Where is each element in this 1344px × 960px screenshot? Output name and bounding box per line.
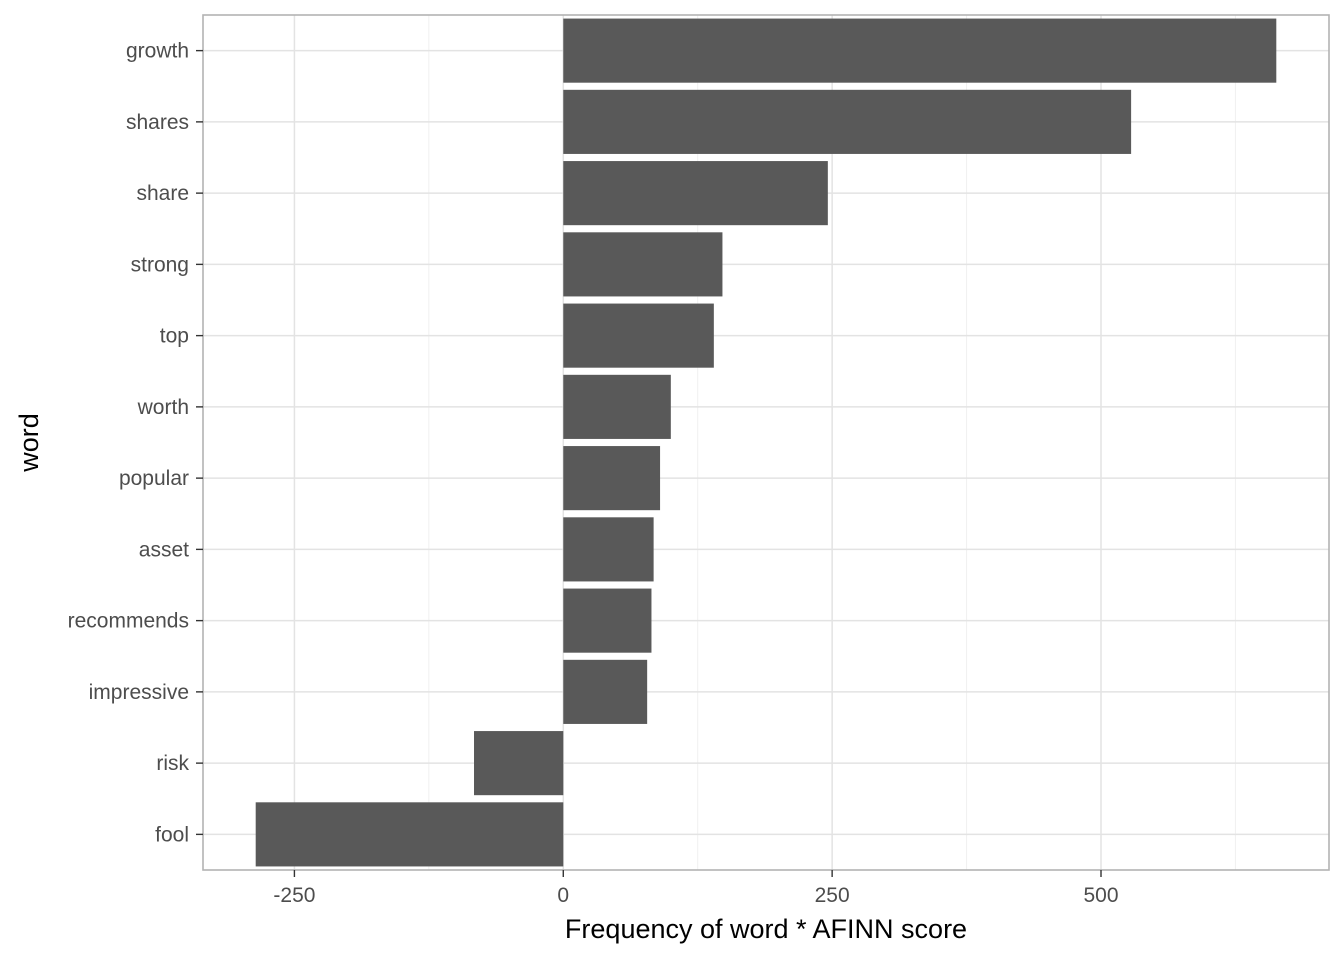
bar-asset xyxy=(563,517,654,582)
bar-shares xyxy=(563,89,1132,154)
x-axis-ticks: -250 0 250 500 xyxy=(273,870,1119,907)
y-tick-label: asset xyxy=(139,538,189,561)
x-tick-label: 0 xyxy=(557,884,569,907)
y-tick-label: worth xyxy=(137,396,189,419)
bars xyxy=(255,18,1277,867)
bar-share xyxy=(563,161,828,226)
bar-top xyxy=(563,303,714,368)
bar-worth xyxy=(563,374,671,439)
panel-border xyxy=(202,14,1330,871)
bar-impressive xyxy=(563,659,648,724)
y-tick-label: growth xyxy=(126,40,189,63)
y-tick-label: impressive xyxy=(89,681,189,704)
bar-risk xyxy=(474,731,564,796)
y-tick-label: risk xyxy=(156,752,189,775)
bar-popular xyxy=(563,446,661,511)
bar-strong xyxy=(563,232,723,297)
y-tick-label: top xyxy=(160,325,189,348)
y-tick-label: popular xyxy=(119,467,189,490)
y-axis-title: word xyxy=(14,413,44,473)
y-tick-label: recommends xyxy=(68,610,189,633)
x-tick-label: -250 xyxy=(273,884,315,907)
y-axis-ticks: growth shares share strong top worth popular as… xyxy=(68,40,203,846)
y-tick-label: share xyxy=(136,182,189,205)
grid-lines xyxy=(203,15,1329,870)
bar-recommends xyxy=(563,588,652,653)
bar-fool xyxy=(255,802,564,867)
x-tick-label: 500 xyxy=(1083,884,1118,907)
y-tick-label: strong xyxy=(131,253,189,276)
bar-growth xyxy=(563,18,1277,83)
y-tick-label: fool xyxy=(155,823,189,846)
x-axis-title: Frequency of word * AFINN score xyxy=(565,914,967,944)
y-tick-label: shares xyxy=(126,111,189,134)
x-tick-label: 250 xyxy=(815,884,850,907)
